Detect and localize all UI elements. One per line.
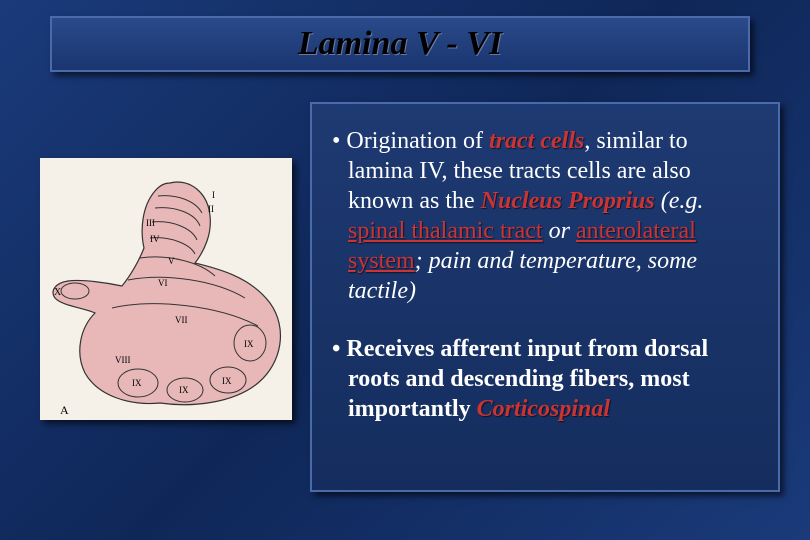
content-box: • Origination of tract cells, similar to… — [310, 102, 780, 492]
diagram-image: I II III IV V VI VII VIII IX IX IX IX X … — [40, 158, 292, 420]
emphasis-red: Corticospinal — [477, 396, 610, 422]
lamina-label: II — [208, 204, 214, 214]
lamina-label: IX — [132, 378, 142, 388]
lamina-label: III — [146, 218, 155, 228]
bullet-text: or — [543, 218, 576, 244]
bullet-1: • Origination of tract cells, similar to… — [332, 126, 758, 306]
emphasis-red: Nucleus Proprius — [481, 188, 655, 214]
lamina-label: VII — [175, 315, 188, 325]
lamina-label: IX — [244, 339, 254, 349]
lamina-label: VIII — [115, 355, 131, 365]
lamina-label: X — [54, 287, 62, 298]
title-box: Lamina V - VI — [50, 16, 750, 72]
slide-title: Lamina V - VI — [298, 25, 502, 63]
bullet-text: (e.g. — [655, 188, 704, 214]
lamina-label: VI — [158, 278, 168, 288]
lamina-label: I — [212, 190, 215, 200]
lamina-label: IX — [179, 385, 189, 395]
panel-label: A — [60, 403, 69, 417]
lamina-label: V — [168, 256, 175, 266]
spinal-cord-diagram-icon: I II III IV V VI VII VIII IX IX IX IX X … — [40, 158, 292, 420]
bullet-2: • Receives afferent input from dorsal ro… — [332, 334, 758, 424]
emphasis-red: tract cells — [489, 128, 584, 154]
lamina-label: IV — [150, 234, 160, 244]
bullet-text: • Origination of — [332, 128, 489, 154]
lamina-label: IX — [222, 376, 232, 386]
emphasis-red: spinal thalamic tract — [348, 218, 543, 244]
